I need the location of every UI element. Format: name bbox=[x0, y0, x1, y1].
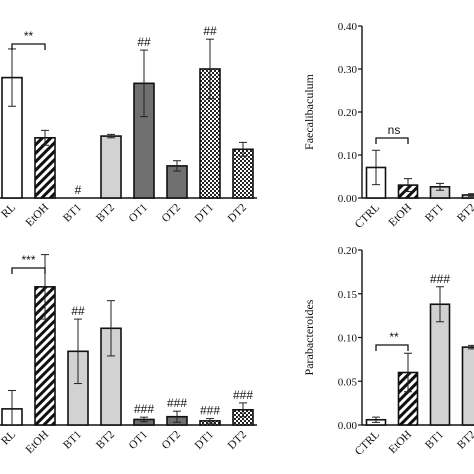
significance-label: ## bbox=[137, 35, 151, 49]
y-tick-label: 0.00 bbox=[338, 193, 358, 205]
significance-bracket bbox=[375, 344, 409, 351]
x-tick-label-dt1: DT1 bbox=[193, 201, 217, 225]
x-tick-label-bt2: BT2 bbox=[455, 201, 474, 224]
significance-label: ns bbox=[388, 123, 401, 137]
significance-label: ## bbox=[203, 24, 217, 38]
x-tick-label-dt1: DT1 bbox=[193, 428, 217, 452]
x-tick-label-dt2: DT2 bbox=[226, 428, 250, 452]
significance-label: ** bbox=[24, 29, 34, 43]
x-tick-label-ctrl: RL bbox=[0, 202, 18, 221]
x-tick-label-ctrl: RL bbox=[0, 429, 18, 448]
y-tick-label: 0.10 bbox=[338, 333, 358, 345]
bar-etoh bbox=[34, 137, 56, 199]
y-tick-label: 0.30 bbox=[338, 64, 358, 76]
y-axis-title: Faecalibaculum bbox=[302, 73, 316, 150]
x-tick-label-ctrl: CTRL bbox=[353, 429, 382, 458]
x-tick-label-ot1: OT1 bbox=[127, 201, 151, 225]
significance-label: ## bbox=[71, 304, 85, 318]
y-tick-label: 0.05 bbox=[338, 376, 358, 388]
significance-label: ### bbox=[200, 404, 220, 418]
significance-bracket bbox=[375, 137, 409, 144]
bar-bt1 bbox=[429, 303, 451, 426]
significance-label: # bbox=[75, 183, 82, 197]
significance-label: *** bbox=[21, 253, 35, 267]
y-axis-title: Parabacteroides bbox=[302, 299, 316, 375]
x-tick-label-etoh: EtOH bbox=[387, 429, 414, 456]
x-tick-label-dt2: DT2 bbox=[226, 201, 250, 225]
y-tick-label: 0.20 bbox=[338, 107, 358, 119]
y-tick-label: 0.10 bbox=[338, 150, 358, 162]
x-tick-label-bt2: BT2 bbox=[455, 428, 474, 451]
bar-bt2 bbox=[100, 135, 122, 199]
significance-bracket bbox=[11, 43, 46, 50]
x-tick-label-ot2: OT2 bbox=[160, 201, 184, 225]
x-tick-label-ot1: OT1 bbox=[127, 428, 151, 452]
x-tick-label-etoh: EtOH bbox=[24, 429, 51, 456]
significance-bracket bbox=[11, 267, 46, 274]
x-tick-label-bt1: BT1 bbox=[61, 428, 84, 451]
significance-label: ### bbox=[134, 402, 154, 416]
bar-bt2 bbox=[461, 346, 474, 426]
y-tick-label: 0.40 bbox=[338, 21, 358, 33]
panel-top-left: RL EtOH BT1 BT2 OT1 OT2 DT1 DT2**##### bbox=[0, 24, 257, 229]
significance-label: ### bbox=[430, 272, 450, 286]
significance-label: ** bbox=[389, 330, 399, 344]
y-tick-label: 0.20 bbox=[338, 245, 358, 257]
x-tick-label-ot2: OT2 bbox=[160, 428, 184, 452]
x-tick-label-bt2: BT2 bbox=[94, 201, 117, 224]
panel-bottom-left: RL EtOH BT1 BT2 OT1 OT2 DT1 DT2***##### ########… bbox=[0, 253, 257, 456]
x-tick-label-bt2: BT2 bbox=[94, 428, 117, 451]
x-tick-label-etoh: EtOH bbox=[387, 202, 414, 229]
x-tick-label-etoh: EtOH bbox=[24, 202, 51, 229]
x-tick-label-bt1: BT1 bbox=[423, 428, 446, 451]
panel-bottom-right-parabacteroides: 0.00 0.05 0.10 0.15 0.20 Parabacteroides CTRL E… bbox=[302, 245, 474, 458]
y-tick-label: 0.00 bbox=[338, 420, 358, 432]
x-tick-label-bt1: BT1 bbox=[61, 201, 84, 224]
x-tick-label-ctrl: CTRL bbox=[353, 202, 382, 231]
y-tick-label: 0.15 bbox=[338, 289, 358, 301]
significance-label: ### bbox=[167, 396, 187, 410]
x-tick-label-bt1: BT1 bbox=[423, 201, 446, 224]
significance-label: ### bbox=[233, 388, 253, 402]
panel-top-right-faecalibaculum: 0.00 0.10 0.20 0.30 0.40 Faecalibaculum CTRL Et… bbox=[302, 21, 474, 231]
